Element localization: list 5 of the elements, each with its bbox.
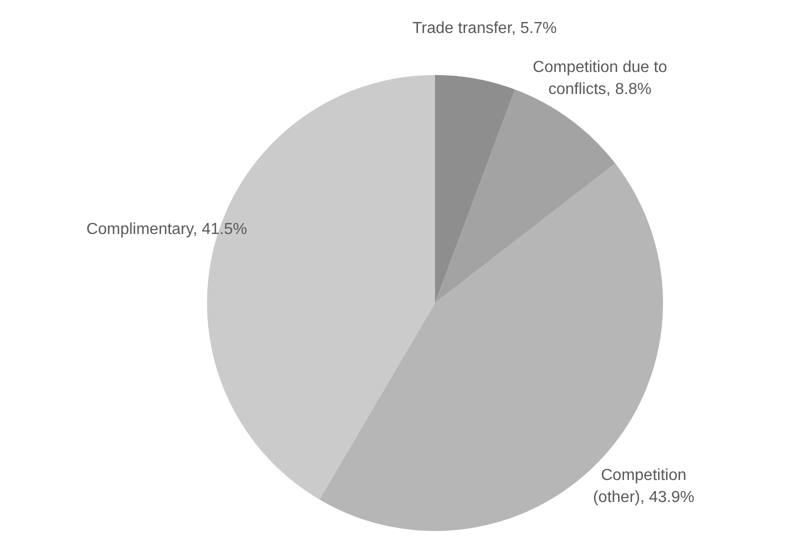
- slice-label: Competition due to conflicts, 8.8%: [532, 58, 668, 100]
- pie-slice: [435, 75, 515, 303]
- slice-label: Trade transfer, 5.7%: [411, 19, 558, 40]
- slice-label: Complimentary, 41.5%: [85, 220, 248, 240]
- slice-label: Competition (other), 43.9%: [592, 466, 696, 508]
